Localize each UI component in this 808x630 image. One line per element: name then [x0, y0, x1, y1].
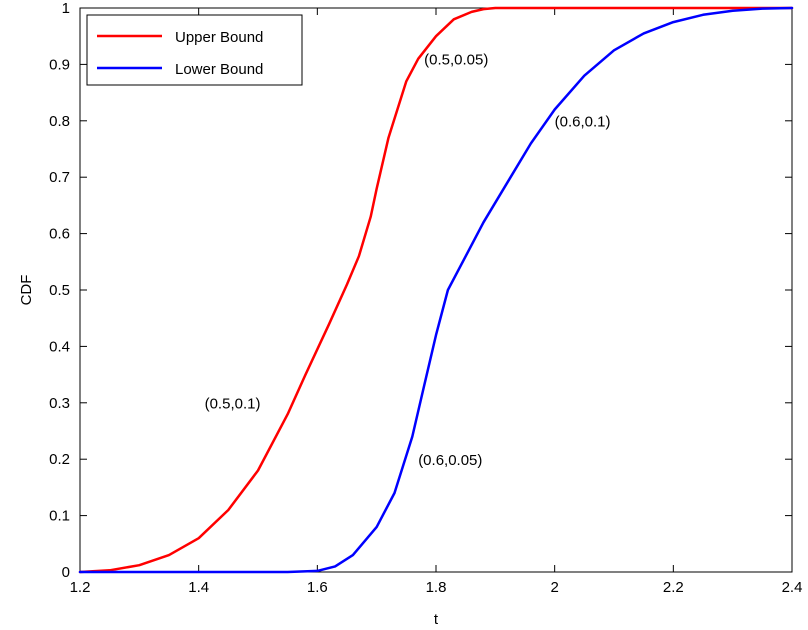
legend-label-lower-bound: Lower Bound [175, 61, 263, 78]
y-tick-label: 0.5 [49, 282, 70, 299]
y-tick-label: 0.2 [49, 451, 70, 468]
x-tick-label: 2.4 [782, 579, 803, 596]
annotation-label: (0.6,0.05) [418, 452, 482, 469]
legend-box [86, 14, 303, 86]
legend: Upper Bound Lower Bound [86, 14, 303, 86]
y-tick-label: 0 [62, 564, 70, 581]
y-axis-label: CDF [18, 275, 35, 306]
series-line-upper-bound [78, 6, 794, 574]
axis-ticks: 1.2 1.4 1.6 1.8 2 2.2 2.4 0 0.1 0.2 0.3 0.4 0.5 0.6 0.… [49, 0, 802, 596]
annotation-label: (0.6,0.1) [555, 113, 611, 130]
y-tick-label: 1 [62, 0, 70, 17]
x-tick-label: 2.2 [663, 579, 684, 596]
y-tick-label: 0.1 [49, 508, 70, 525]
x-tick-label: 1.2 [70, 579, 91, 596]
y-tick-label: 0.3 [49, 395, 70, 412]
y-tick-label: 0.6 [49, 226, 70, 243]
legend-label-upper-bound: Upper Bound [175, 29, 263, 46]
series-layer [78, 6, 794, 574]
annotation-layer: (0.5,0.05) (0.5,0.1) (0.6,0.1) (0.6,0.05) [205, 51, 611, 468]
x-tick-label: 1.4 [188, 579, 209, 596]
y-tick-label: 0.9 [49, 56, 70, 73]
annotation-label: (0.5,0.05) [424, 51, 488, 68]
series-line-lower-bound [78, 6, 794, 574]
plot-area [79, 7, 793, 573]
y-tick-label: 0.8 [49, 113, 70, 130]
x-tick-label: 1.6 [307, 579, 328, 596]
annotation-label: (0.5,0.1) [205, 395, 261, 412]
y-tick-label: 0.4 [49, 338, 70, 355]
x-axis-label: t [434, 611, 439, 628]
y-tick-label: 0.7 [49, 169, 70, 186]
x-tick-label: 1.8 [426, 579, 447, 596]
x-tick-label: 2 [550, 579, 558, 596]
